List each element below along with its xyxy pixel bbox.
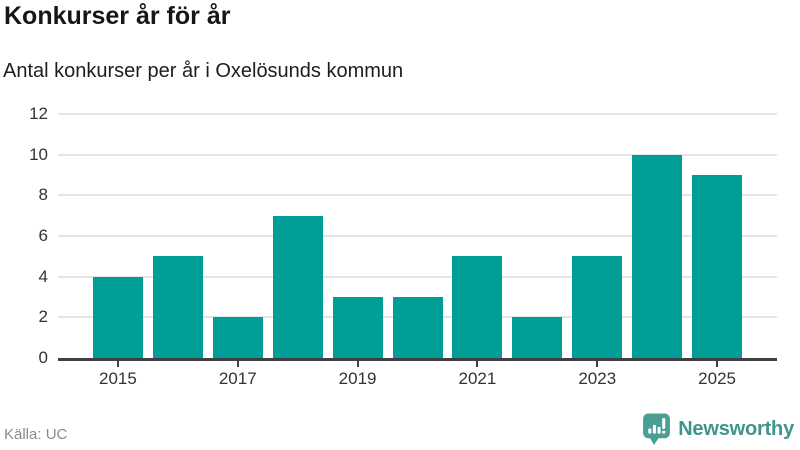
x-tick [236,361,239,367]
x-tick-label: 2019 [338,369,377,388]
y-tick-label: 2 [38,307,48,327]
bar [632,154,683,358]
x-tick-label: 2017 [218,369,257,388]
x-tick [116,361,119,367]
bar [272,215,323,358]
gridline [58,275,777,278]
x-axis: 2015 2017 2019 2021 2023 2025 [58,361,777,397]
y-axis: 0 2 4 6 8 10 12 [0,104,48,367]
chart-subtitle: Antal konkurser per år i Oxelösunds komm… [3,60,404,82]
y-tick-label: 12 [29,104,48,123]
gridline [58,235,777,237]
bar [452,256,503,358]
x-tick-label: 2023 [578,369,617,388]
x-tick [596,361,599,367]
bar [332,297,383,358]
y-tick-label: 4 [38,266,48,286]
gridline [58,113,777,115]
x-tick [476,361,479,367]
gridline [58,194,777,197]
bar [512,317,563,358]
gridline [58,153,777,156]
bar [572,256,623,358]
chart-title: Konkurser år för år [4,2,231,30]
y-tick-label: 6 [38,226,48,245]
x-tick [356,361,359,367]
newsworthy-wordmark: Newsworthy [678,417,794,440]
x-tick [716,361,719,367]
plot-area [58,113,777,361]
y-tick-label: 10 [29,144,48,164]
bar [92,276,143,358]
source-label: Källa: UC [4,426,68,443]
x-tick-label: 2021 [458,369,497,388]
newsworthy-speech-bubble-icon [643,413,671,445]
bar [152,256,203,358]
x-tick-label: 2015 [98,369,137,388]
bar [692,175,743,358]
y-tick-label: 8 [38,185,48,205]
bar [212,317,263,358]
y-tick-label: 0 [38,348,48,367]
bar [392,297,443,358]
newsworthy-logo: Newsworthy [642,413,794,445]
x-tick-label: 2025 [698,369,736,388]
